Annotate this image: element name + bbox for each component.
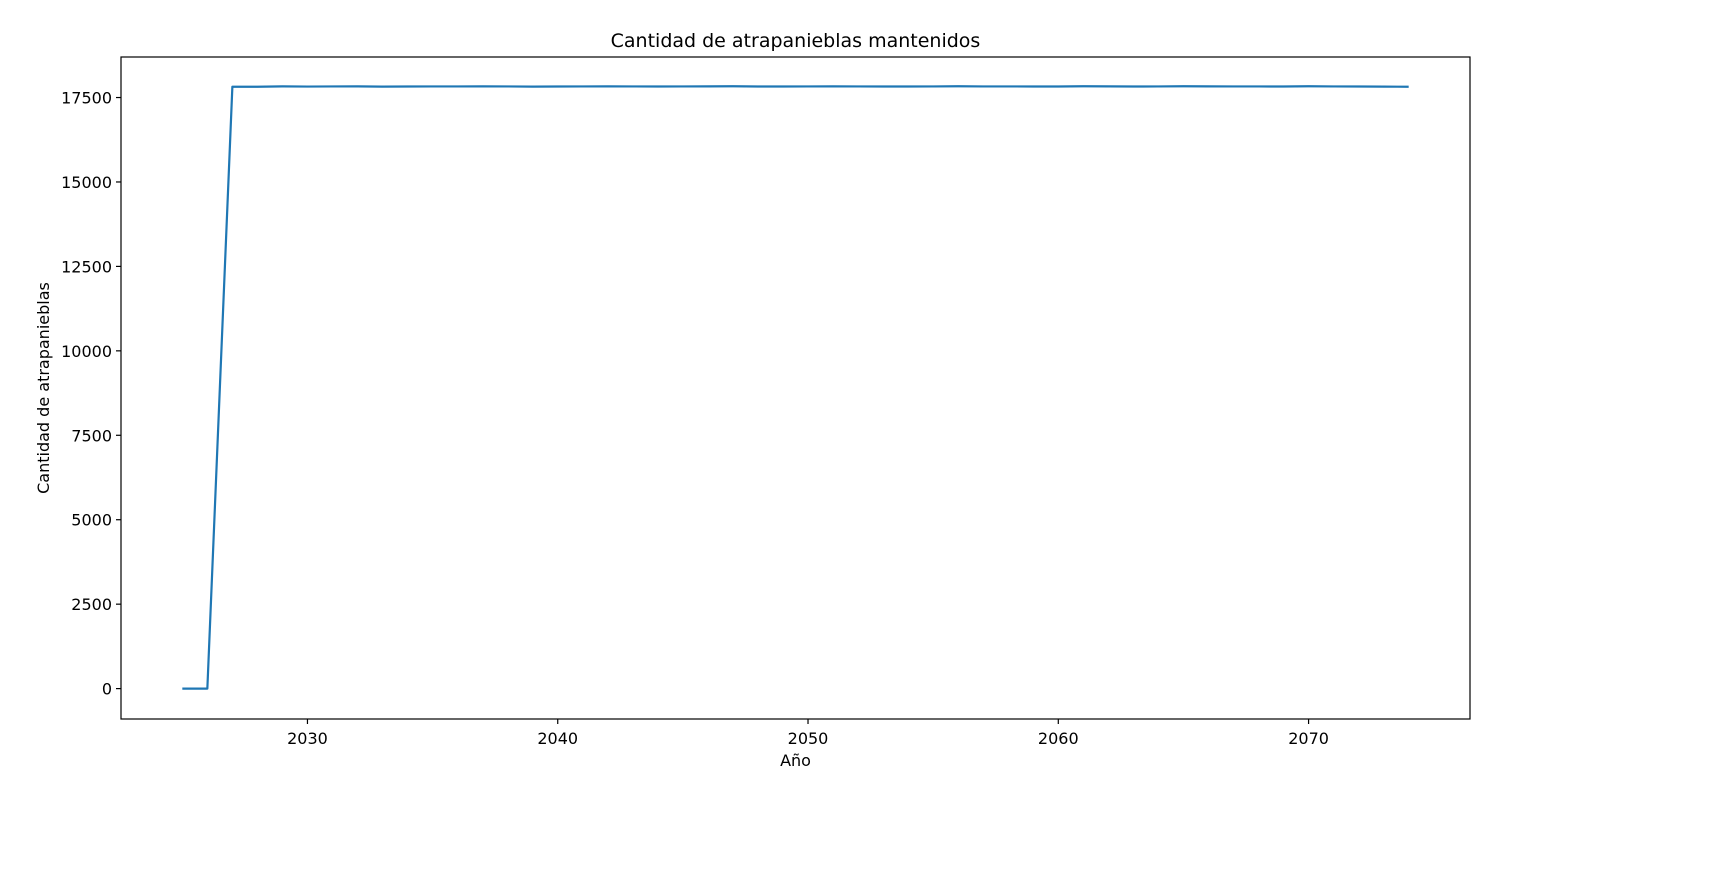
- y-tick-label: 17500: [61, 89, 112, 108]
- x-axis: 2030 2040 2050 2060 2070: [287, 719, 1329, 748]
- x-tick-label: 2040: [537, 729, 578, 748]
- x-tick-label: 2030: [287, 729, 328, 748]
- y-tick-label: 10000: [61, 342, 112, 361]
- plot-area: [120, 56, 1471, 720]
- y-tick-label: 12500: [61, 257, 112, 276]
- x-axis-title: Año: [780, 751, 811, 770]
- y-tick-label: 0: [102, 680, 112, 699]
- x-tick-label: 2070: [1288, 729, 1329, 748]
- y-tick-label: 5000: [71, 511, 112, 530]
- chart-title: Cantidad de atrapanieblas mantenidos: [611, 30, 981, 52]
- y-tick-label: 7500: [71, 426, 112, 445]
- y-tick-label: 2500: [71, 595, 112, 614]
- y-axis: 0 2500 5000 7500 10000 12500 15000 17500: [61, 89, 121, 699]
- y-tick-label: 15000: [61, 173, 112, 192]
- series-line: [182, 85, 1409, 690]
- x-tick-label: 2060: [1038, 729, 1079, 748]
- plot-frame: [120, 56, 1471, 720]
- x-tick-label: 2050: [788, 729, 829, 748]
- y-axis-title: Cantidad de atrapanieblas: [34, 282, 53, 494]
